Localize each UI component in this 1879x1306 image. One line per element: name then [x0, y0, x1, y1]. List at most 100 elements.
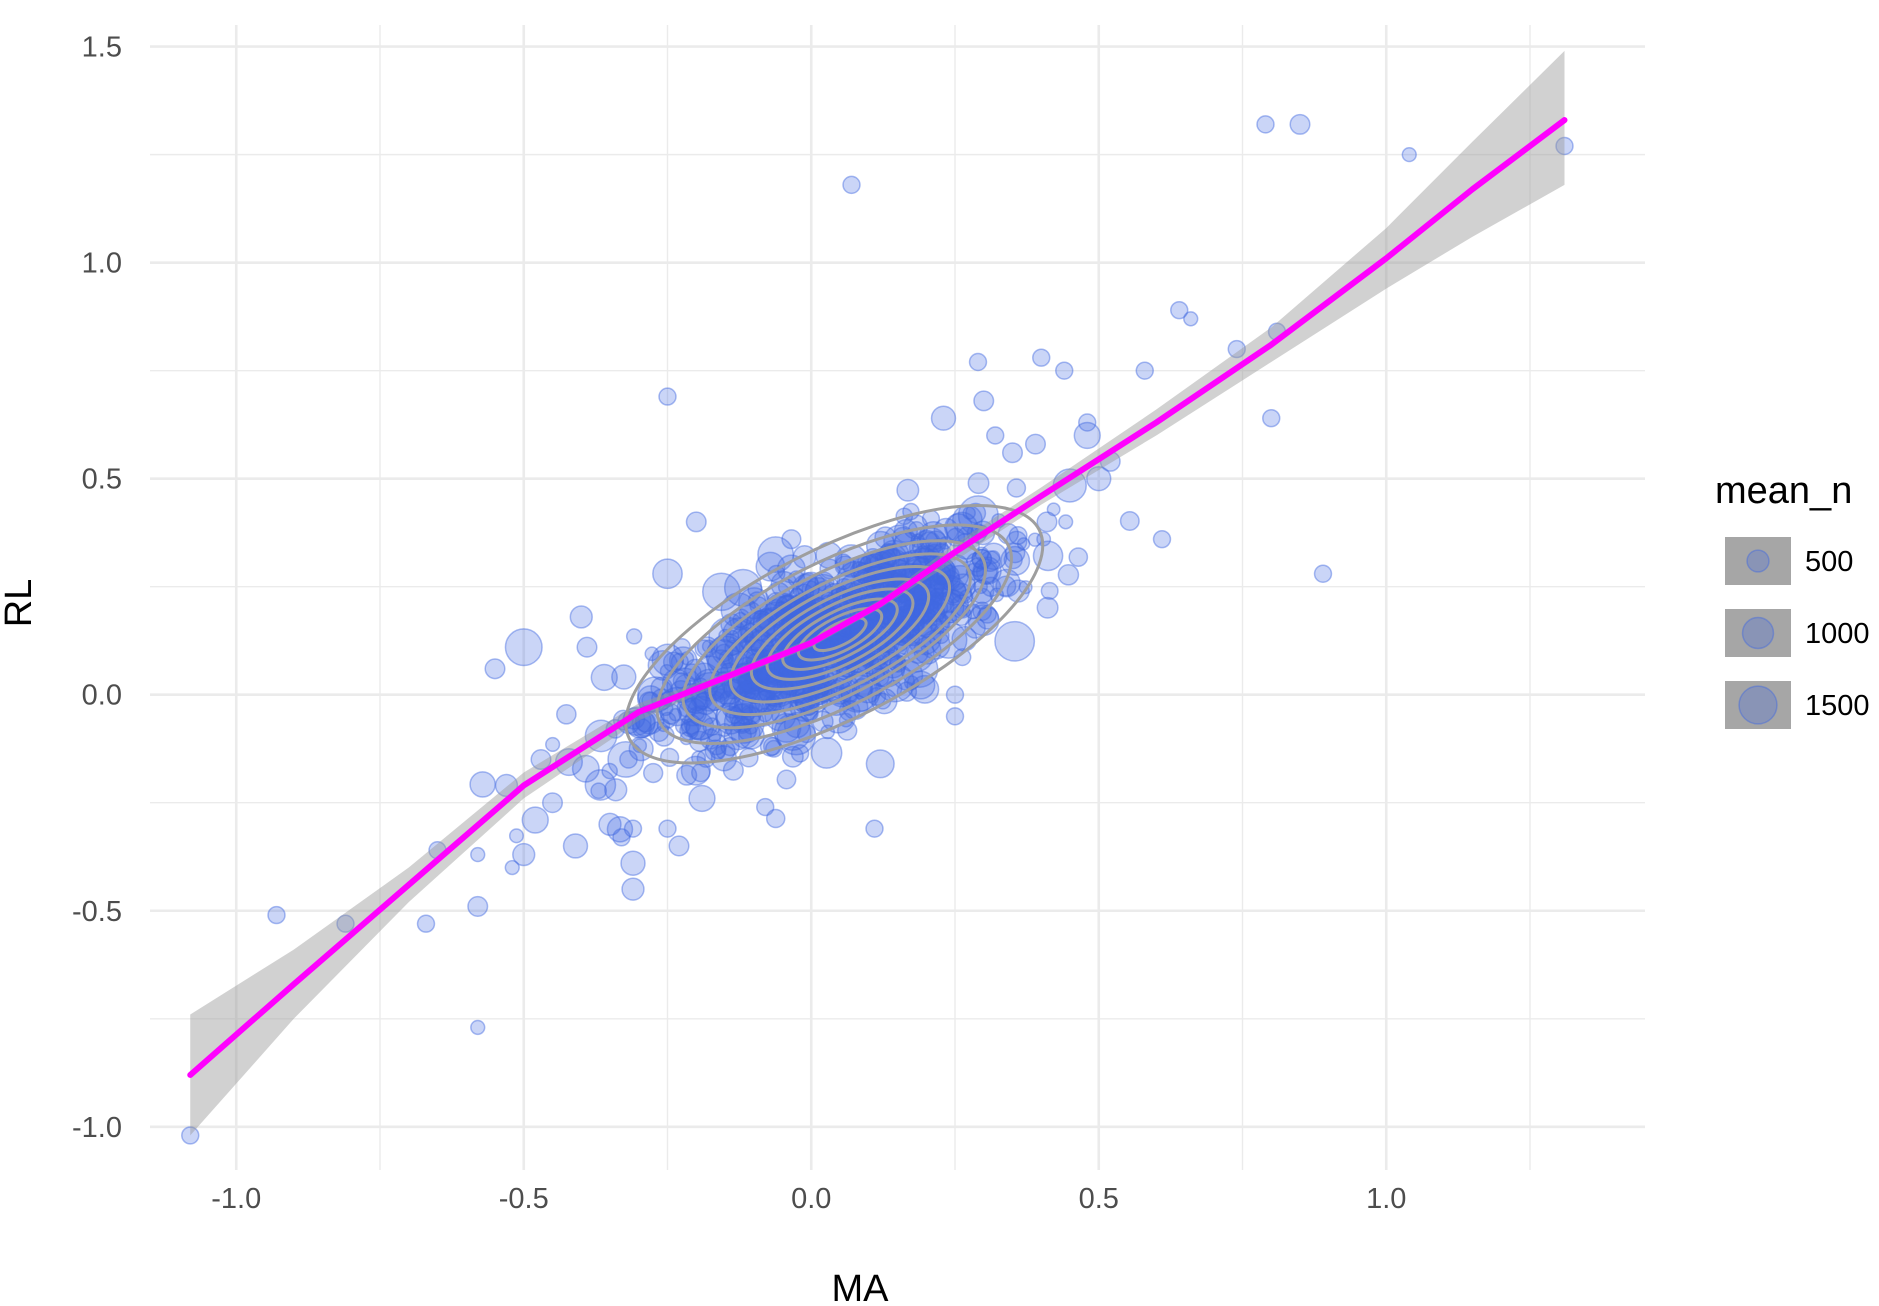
- data-point: [504, 628, 543, 667]
- data-point: [576, 636, 598, 658]
- data-point: [1289, 113, 1311, 135]
- data-point: [781, 745, 804, 768]
- x-tick-label: 0.5: [1079, 1183, 1119, 1215]
- data-point: [919, 572, 945, 599]
- data-point: [1170, 300, 1189, 320]
- data-point: [891, 615, 921, 645]
- data-point: [521, 806, 549, 834]
- x-axis-ticks: -1.0 -0.5 0.0 0.5 1.0: [211, 1183, 1406, 1215]
- legend-key-symbol: [1746, 549, 1770, 573]
- data-point: [674, 718, 691, 735]
- data-point: [1152, 529, 1172, 549]
- data-point: [336, 914, 355, 933]
- y-tick-label: -1.0: [72, 1112, 122, 1144]
- data-point: [935, 558, 970, 592]
- data-point: [865, 749, 895, 779]
- data-point: [1040, 581, 1059, 600]
- data-point: [968, 352, 988, 372]
- data-point: [756, 797, 775, 817]
- density-contour: [624, 504, 1045, 765]
- data-point: [1086, 465, 1112, 492]
- density-contour: [781, 597, 899, 671]
- smooth-line: [187, 117, 1568, 1078]
- data-point: [1008, 525, 1028, 546]
- data-point: [877, 606, 901, 631]
- data-point: [601, 762, 618, 780]
- data-point: [715, 705, 746, 735]
- legend-entry: 1000: [1725, 609, 1870, 657]
- data-point: [765, 808, 786, 829]
- data-point: [590, 663, 618, 692]
- data-point: [1078, 413, 1097, 432]
- data-point: [938, 536, 953, 550]
- data-point: [738, 587, 771, 620]
- data-point: [889, 621, 914, 646]
- data-point: [965, 502, 987, 524]
- data-point: [713, 688, 728, 703]
- data-point: [725, 629, 740, 644]
- data-point: [467, 895, 489, 917]
- data-point: [652, 558, 683, 590]
- data-point: [755, 551, 786, 582]
- data-point: [416, 914, 436, 933]
- data-point: [1036, 596, 1059, 619]
- y-tick-label: 0.0: [82, 680, 122, 712]
- x-tick-label: -1.0: [211, 1183, 261, 1215]
- data-point: [1024, 433, 1047, 455]
- data-point: [470, 1019, 486, 1036]
- data-point: [660, 703, 682, 725]
- data-point: [545, 736, 561, 753]
- data-point: [945, 707, 965, 726]
- data-point: [714, 643, 734, 663]
- data-point: [688, 784, 716, 813]
- grid: [150, 25, 1645, 1170]
- data-point: [1000, 545, 1031, 576]
- data-point: [978, 604, 997, 624]
- data-point: [722, 759, 744, 781]
- legend-key-symbol: [1741, 616, 1775, 650]
- data-point: [741, 687, 782, 728]
- data-point: [644, 646, 660, 662]
- legend-label: 1500: [1805, 690, 1870, 722]
- data-point: [1003, 550, 1023, 570]
- data-point: [986, 426, 1005, 445]
- data-point: [967, 472, 990, 495]
- data-point: [484, 658, 506, 680]
- y-tick-label: 1.0: [82, 248, 122, 280]
- y-tick-label: 1.5: [82, 32, 122, 64]
- data-point: [678, 697, 708, 727]
- legend: mean_n 500 1000 1500: [1715, 470, 1870, 729]
- data-point: [1313, 564, 1333, 583]
- data-point: [968, 557, 989, 578]
- data-point: [541, 792, 564, 814]
- data-point: [748, 629, 773, 654]
- data-point: [745, 610, 776, 641]
- data-point: [1016, 537, 1031, 551]
- data-point: [781, 529, 802, 550]
- data-point: [619, 750, 638, 769]
- data-point: [612, 828, 631, 847]
- density-contour: [812, 616, 868, 653]
- density-contour: [765, 587, 915, 681]
- density-contour: [729, 564, 951, 704]
- legend-entry: 1500: [1725, 681, 1870, 729]
- data-point: [668, 707, 683, 722]
- data-point: [1073, 421, 1101, 450]
- density-contour: [708, 552, 972, 717]
- data-point: [658, 819, 677, 838]
- legend-key-symbol: [1738, 685, 1778, 725]
- density-contour: [655, 523, 1013, 746]
- data-point: [584, 769, 617, 801]
- data-point: [842, 175, 861, 195]
- data-point: [1001, 442, 1024, 464]
- data-point: [937, 589, 970, 622]
- data-point: [181, 1126, 200, 1145]
- data-point: [720, 613, 743, 636]
- data-point: [267, 905, 286, 925]
- data-point: [642, 762, 664, 784]
- data-point: [611, 664, 637, 690]
- data-point: [973, 556, 1002, 585]
- data-point: [719, 690, 736, 707]
- data-point: [668, 835, 690, 857]
- legend-label: 1000: [1805, 618, 1870, 650]
